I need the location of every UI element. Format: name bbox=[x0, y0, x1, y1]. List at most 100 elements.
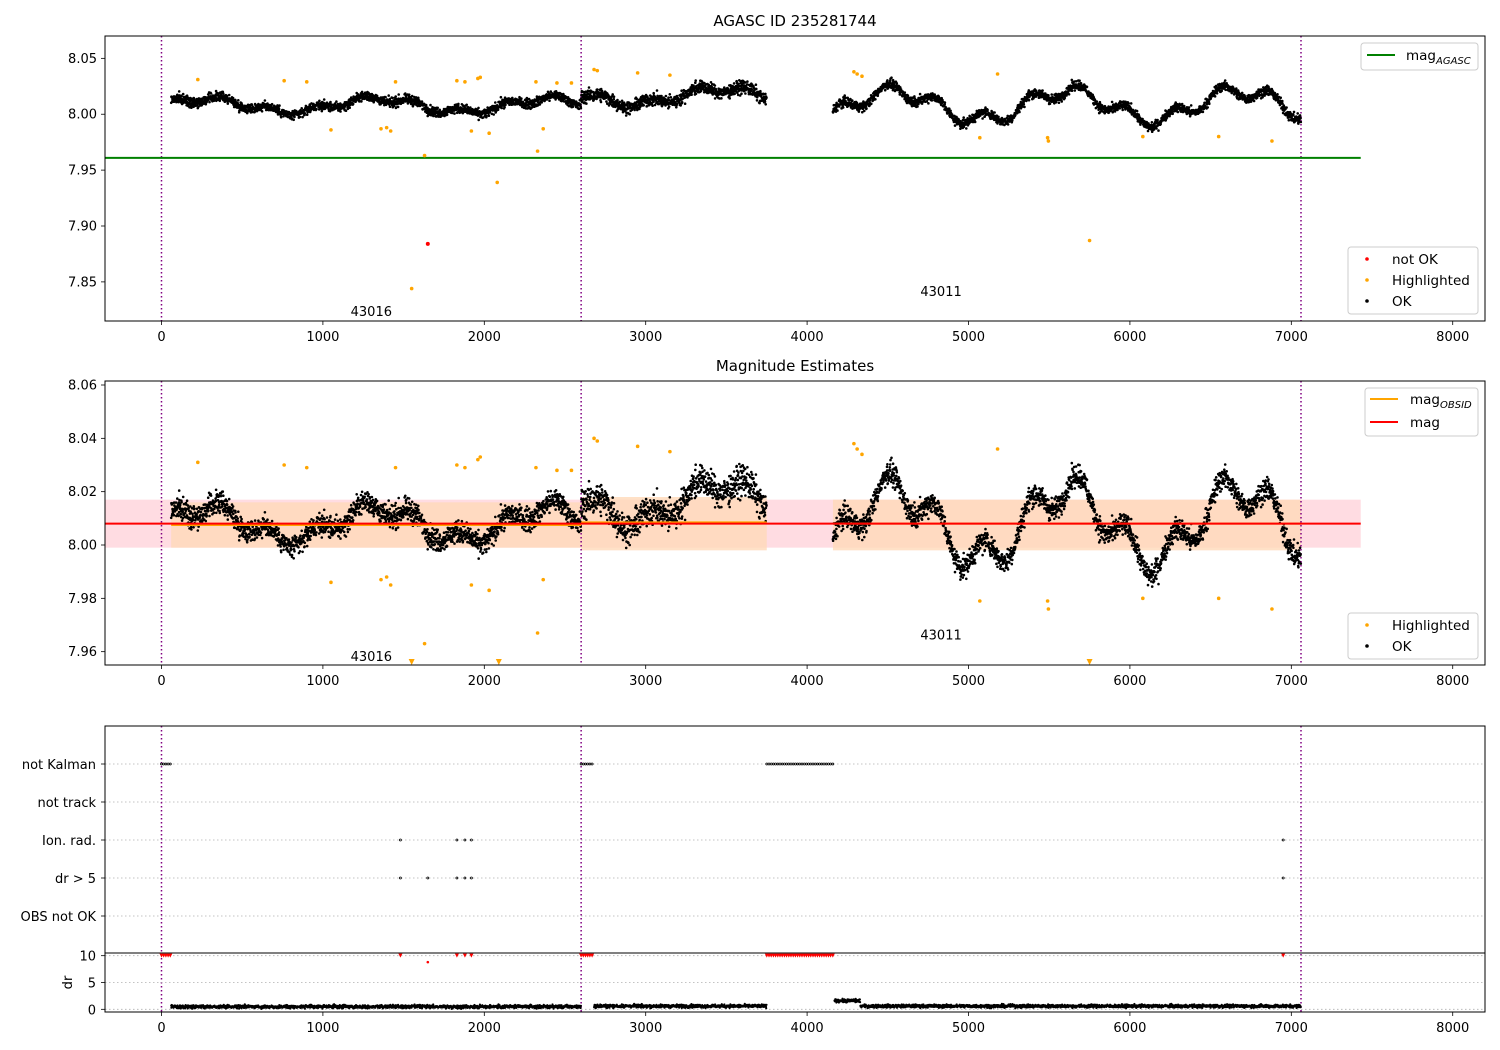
dr-ytick-label: 5 bbox=[88, 977, 96, 992]
p1-point-legend-box bbox=[1347, 246, 1479, 315]
p1-xtick-label: 1000 bbox=[306, 330, 339, 345]
p1-ytick-label: 7.85 bbox=[68, 275, 97, 290]
legend-point-marker bbox=[1365, 299, 1369, 303]
highlighted-point bbox=[592, 436, 596, 441]
legend-point-marker bbox=[1365, 257, 1369, 261]
highlighted-point bbox=[487, 131, 491, 136]
p1-ytick-label: 7.95 bbox=[68, 164, 97, 179]
highlighted-point bbox=[995, 72, 1000, 76]
p2-xtick-label: 7000 bbox=[1275, 674, 1308, 689]
highlighted-point bbox=[478, 75, 483, 80]
highlighted-point bbox=[196, 460, 200, 465]
highlighted-point bbox=[855, 447, 859, 451]
highlighted-point bbox=[1045, 599, 1050, 603]
highlighted-point bbox=[1141, 596, 1145, 601]
highlighted-point bbox=[1046, 607, 1051, 611]
highlighted-point bbox=[384, 575, 389, 579]
p2-point-legend-box bbox=[1347, 612, 1479, 660]
highlighted-point bbox=[422, 153, 427, 158]
highlighted-point bbox=[487, 588, 491, 593]
p1-xtick-label: 4000 bbox=[791, 330, 824, 345]
flag-markers bbox=[160, 762, 835, 766]
flag-row-label: not Kalman bbox=[22, 758, 96, 773]
dr-ylabel: dr bbox=[61, 975, 76, 989]
highlighted-point bbox=[1141, 134, 1145, 139]
highlighted-point bbox=[541, 577, 546, 582]
p2-xtick-label: 0 bbox=[157, 674, 165, 689]
dr-xtick-label: 4000 bbox=[791, 1021, 824, 1036]
highlighted-point bbox=[476, 457, 480, 462]
highlighted-point bbox=[855, 72, 859, 76]
p2-xtick-label: 6000 bbox=[1113, 674, 1146, 689]
highlighted-point bbox=[196, 77, 200, 82]
agasc-panel: AGASC ID 235281744 43016 43011 0 1000 2000 30… bbox=[68, 12, 1486, 345]
legend-point-label: not OK bbox=[1392, 252, 1439, 268]
highlighted-point bbox=[860, 74, 864, 79]
highlighted-point bbox=[388, 583, 393, 587]
dr-xtick-label: 8000 bbox=[1436, 1021, 1469, 1036]
p1-line-legend-box bbox=[1360, 42, 1479, 71]
legend-point-label: OK bbox=[1392, 294, 1413, 310]
p2-ytick-label: 7.96 bbox=[68, 645, 97, 660]
highlighted-point bbox=[422, 641, 427, 646]
p2-xtick-label: 1000 bbox=[306, 674, 339, 689]
p2-ytick-label: 7.98 bbox=[68, 592, 97, 607]
p2-ytick-label: 8.06 bbox=[68, 379, 97, 394]
highlighted-point bbox=[595, 439, 600, 443]
highlighted-point bbox=[329, 580, 333, 585]
obsid-label: 43016 bbox=[351, 650, 392, 665]
highlighted-point bbox=[535, 631, 540, 635]
highlighted-point bbox=[555, 468, 559, 473]
obsid-label: 43016 bbox=[351, 305, 392, 320]
p1-xtick-label: 0 bbox=[157, 330, 165, 345]
agasc-panel-title: AGASC ID 235281744 bbox=[713, 12, 876, 30]
highlighted-point bbox=[534, 80, 538, 84]
legend-subscript: OBSID bbox=[1440, 400, 1472, 411]
highlighted-point bbox=[595, 68, 600, 73]
offscale-marker bbox=[408, 659, 415, 665]
p1-xtick-label: 5000 bbox=[952, 330, 985, 345]
highlighted-point bbox=[409, 286, 414, 291]
highlighted-point bbox=[463, 80, 467, 84]
highlighted-point bbox=[388, 129, 393, 133]
highlighted-point bbox=[282, 78, 286, 83]
highlighted-point bbox=[852, 69, 856, 74]
highlighted-point bbox=[329, 128, 333, 132]
p2-xtick-label: 3000 bbox=[629, 674, 662, 689]
highlighted-point bbox=[860, 452, 864, 457]
highlighted-point bbox=[1046, 139, 1051, 143]
highlighted-point bbox=[668, 73, 672, 77]
p2-plot-area: 43016 43011 bbox=[105, 381, 1361, 665]
highlighted-point bbox=[1216, 596, 1221, 601]
p2-xtick-label: 2000 bbox=[468, 674, 501, 689]
highlighted-point bbox=[1045, 135, 1050, 140]
obsid-label: 43011 bbox=[920, 629, 961, 644]
legend-point-marker bbox=[1365, 278, 1369, 282]
p2-ytick-label: 8.00 bbox=[68, 539, 97, 554]
p1-plot-area: 43016 43011 bbox=[105, 36, 1361, 321]
ok-points bbox=[169, 456, 1303, 588]
highlighted-point bbox=[569, 468, 574, 473]
highlighted-point bbox=[1270, 139, 1274, 143]
highlighted-point bbox=[304, 465, 309, 470]
p1-ytick-label: 8.05 bbox=[68, 52, 97, 67]
obsid-label: 43011 bbox=[920, 285, 961, 300]
flags-panel: not Kalman not track Ion. rad. dr > 5 OBS no… bbox=[21, 725, 1486, 1036]
highlighted-point bbox=[469, 583, 474, 587]
highlighted-point bbox=[463, 465, 467, 470]
highlighted-point bbox=[534, 465, 538, 470]
p2-frame bbox=[104, 380, 1486, 666]
legend-point-label: Highlighted bbox=[1392, 618, 1470, 634]
highlighted-point bbox=[379, 126, 383, 131]
p3-frame bbox=[104, 725, 1486, 954]
legend-subscript: AGASC bbox=[1435, 56, 1471, 67]
highlighted-point bbox=[635, 444, 640, 449]
dr-xtick-label: 6000 bbox=[1113, 1021, 1146, 1036]
dr-xtick-label: 5000 bbox=[952, 1021, 985, 1036]
highlighted-point bbox=[852, 441, 856, 446]
offscale-marker bbox=[1086, 659, 1093, 665]
highlighted-point bbox=[1087, 238, 1092, 243]
legend-point-label: OK bbox=[1392, 639, 1413, 655]
dr-xtick-label: 1000 bbox=[306, 1021, 339, 1036]
